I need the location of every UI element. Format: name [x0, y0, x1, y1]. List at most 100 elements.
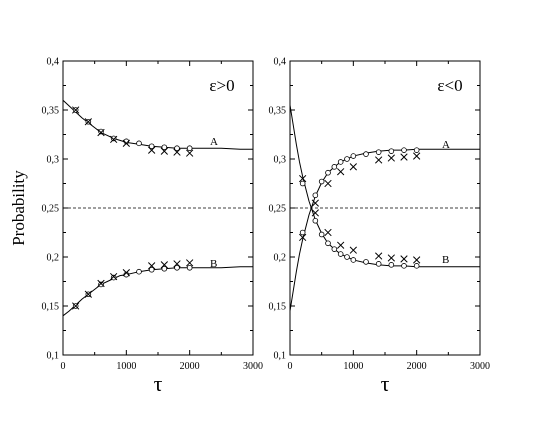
data-point-circle — [350, 257, 357, 263]
panel-right: 0,1 0,15 0,2 0,25 0,3 0,35 0,4 0 1000 2000 3000 ε… — [269, 57, 491, 397]
data-point-circle — [299, 180, 306, 187]
y-axis-ticks: 0,1 0,15 0,2 0,25 0,3 0,35 0,4 — [269, 57, 480, 362]
y-tick-label: 0,2 — [47, 253, 60, 264]
plot-area — [62, 99, 253, 317]
y-tick-label: 0,35 — [269, 106, 287, 117]
data-point-circle — [186, 264, 193, 271]
data-point-circle — [161, 265, 168, 272]
data-point-cross — [375, 252, 383, 260]
data-point-circle — [350, 153, 357, 159]
data-point-cross — [186, 149, 194, 157]
data-point-cross — [349, 163, 357, 171]
panel-title: ε<0 — [437, 76, 462, 95]
data-point-circle — [148, 266, 155, 273]
data-point-cross — [299, 233, 307, 242]
y-tick-label: 0,3 — [47, 155, 60, 166]
x-tick-label: 2000 — [407, 361, 427, 372]
series-label-a: A — [210, 136, 218, 148]
data-point-cross — [337, 168, 345, 176]
data-point-cross — [387, 154, 395, 162]
x-axis-ticks: 0 1000 2000 3000 — [288, 61, 490, 372]
series-curve — [62, 99, 253, 150]
data-point-cross — [349, 246, 357, 254]
data-point-cross — [160, 261, 168, 269]
data-point-circle — [318, 231, 325, 238]
data-point-circle — [375, 261, 382, 267]
data-point-cross — [400, 153, 408, 161]
series-label-b: B — [442, 254, 449, 266]
data-point-circle — [363, 151, 369, 157]
x-axis-label: τ — [154, 371, 163, 396]
y-tick-label: 0,4 — [274, 57, 287, 68]
data-point-cross — [375, 156, 383, 164]
y-tick-label: 0,1 — [47, 351, 60, 362]
y-tick-label: 0,35 — [42, 106, 60, 117]
x-tick-label: 3000 — [243, 361, 263, 372]
data-point-circle — [388, 262, 395, 268]
data-point-circle — [98, 128, 104, 135]
y-tick-label: 0,15 — [42, 302, 60, 313]
data-point-circle — [312, 192, 319, 199]
data-point-circle — [161, 144, 168, 151]
data-point-circle — [344, 254, 350, 260]
data-point-cross — [324, 179, 332, 188]
data-point-cross — [148, 262, 156, 270]
data-point-cross — [122, 269, 130, 277]
series-curve — [289, 148, 480, 311]
data-point-cross — [387, 254, 395, 262]
data-point-cross — [110, 272, 118, 281]
data-point-circle — [413, 263, 420, 269]
data-point-circle — [148, 143, 155, 150]
data-point-circle — [401, 147, 407, 153]
data-point-circle — [325, 169, 331, 176]
y-axis-label: Probability — [9, 170, 28, 246]
data-point-circle — [318, 178, 325, 185]
series-curve — [62, 266, 253, 317]
data-point-circle — [401, 263, 407, 269]
data-point-cross — [173, 148, 181, 156]
series-curve — [289, 105, 480, 268]
y-tick-label: 0,1 — [274, 351, 287, 362]
data-point-cross — [311, 209, 319, 217]
y-tick-label: 0,2 — [274, 253, 287, 264]
data-point-cross — [400, 255, 408, 263]
data-point-cross — [148, 146, 156, 154]
data-point-circle — [331, 164, 338, 170]
data-point-cross — [311, 199, 319, 207]
data-point-cross — [84, 290, 92, 298]
data-point-circle — [186, 145, 193, 152]
data-point-circle — [110, 135, 117, 142]
data-point-cross — [173, 260, 181, 268]
data-point-circle — [312, 217, 319, 224]
plot-area — [289, 105, 480, 311]
x-tick-label: 2000 — [180, 361, 200, 372]
data-point-circle — [344, 156, 350, 162]
data-point-circle — [325, 240, 331, 247]
data-point-cross — [186, 259, 194, 267]
data-point-cross — [324, 228, 332, 237]
data-point-circle — [174, 145, 180, 152]
x-axis-ticks: 0 1000 2000 3000 — [61, 61, 263, 372]
y-tick-label: 0,25 — [42, 204, 60, 215]
data-point-cross — [72, 106, 80, 114]
data-point-cross — [122, 139, 130, 147]
data-point-circle — [337, 251, 344, 257]
data-point-circle — [110, 274, 117, 281]
data-point-cross — [160, 147, 168, 155]
data-point-circle — [136, 140, 142, 147]
data-point-circle — [413, 147, 420, 153]
x-tick-label: 1000 — [343, 361, 363, 372]
x-tick-label: 3000 — [470, 361, 490, 372]
data-point-circle — [174, 264, 180, 271]
data-point-cross — [97, 128, 105, 137]
series-label-a: A — [442, 139, 450, 151]
data-point-cross — [110, 135, 118, 144]
y-tick-label: 0,25 — [269, 204, 287, 215]
data-point-circle — [98, 281, 104, 288]
data-point-cross — [413, 152, 421, 160]
y-axis-ticks: 0,1 0,15 0,2 0,25 0,3 0,35 0,4 — [42, 57, 253, 362]
data-point-cross — [299, 174, 307, 183]
data-point-cross — [84, 118, 92, 126]
x-tick-label: 0 — [288, 361, 293, 372]
